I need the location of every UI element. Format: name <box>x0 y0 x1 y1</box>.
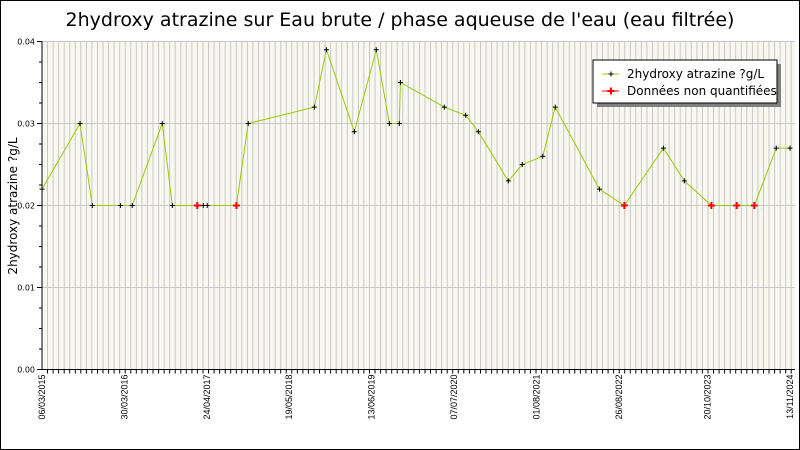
data-point <box>463 112 469 118</box>
x-tick-label: 19/05/2018 <box>284 375 294 420</box>
axes <box>37 41 795 374</box>
data-point <box>169 203 175 208</box>
legend-label-series: 2hydroxy atrazine ?g/L <box>627 67 764 81</box>
data-point <box>475 129 481 135</box>
data-point <box>505 178 511 184</box>
legend-marker-nq <box>607 87 615 95</box>
data-point <box>773 145 779 151</box>
data-point <box>373 47 379 53</box>
data-point <box>540 153 546 159</box>
data-point <box>159 121 165 126</box>
data-point-non-quantified <box>707 202 715 209</box>
legend-box <box>592 59 778 104</box>
x-tick-label: 06/03/2015 <box>37 375 47 420</box>
legend: 2hydroxy atrazine ?g/L Données non quant… <box>592 59 781 107</box>
data-point <box>77 121 83 126</box>
data-point <box>117 203 123 208</box>
data-point <box>397 80 403 85</box>
data-point <box>129 203 135 208</box>
data-point <box>787 145 793 151</box>
y-tick-label: 0.01 <box>17 284 35 293</box>
y-tick-label: 0.03 <box>17 120 35 129</box>
data-point <box>441 104 447 110</box>
data-point-non-quantified <box>620 202 628 209</box>
y-tick-label: 0.04 <box>17 38 35 47</box>
y-tick-labels: 0.00 0.01 0.02 0.03 0.04 <box>17 38 35 375</box>
data-point-non-quantified <box>232 202 240 209</box>
data-point <box>89 203 95 208</box>
data-point <box>323 47 329 53</box>
data-point <box>519 162 525 167</box>
data-point <box>311 104 317 110</box>
x-tick-label: 30/03/2016 <box>119 375 129 420</box>
data-point-non-quantified <box>733 202 741 209</box>
data-point <box>552 104 558 110</box>
x-tick-label: 01/08/2021 <box>531 375 541 420</box>
data-point <box>681 178 687 184</box>
legend-label-nq: Données non quantifiées <box>627 84 777 98</box>
data-point <box>396 121 402 126</box>
y-tick-label: 0.00 <box>17 366 35 375</box>
x-tick-label: 24/04/2017 <box>202 375 212 420</box>
chart-title: 2hydroxy atrazine sur Eau brute / phase … <box>66 9 735 31</box>
x-tick-label: 13/06/2019 <box>367 375 377 420</box>
series <box>39 47 793 209</box>
x-tick-label: 26/08/2022 <box>614 375 624 420</box>
data-point <box>204 203 210 208</box>
data-point-non-quantified <box>750 202 758 209</box>
x-tick-label: 07/07/2020 <box>449 375 459 420</box>
legend-marker-series <box>608 71 614 77</box>
y-axis-label: 2hydroxy atrazine ?g/L <box>6 137 20 274</box>
data-point <box>660 145 666 151</box>
data-point <box>245 121 251 126</box>
x-tick-labels: 06/03/2015 30/03/2016 24/04/2017 19/05/2018… <box>37 375 795 420</box>
x-tick-label: 13/11/2024 <box>785 375 795 419</box>
x-tick-label: 20/10/2023 <box>703 375 713 420</box>
data-point <box>386 121 392 126</box>
data-point <box>351 129 357 135</box>
data-point-non-quantified <box>193 202 201 209</box>
data-point <box>596 186 602 192</box>
data-point <box>39 186 45 192</box>
y-tick-label: 0.02 <box>17 202 35 211</box>
